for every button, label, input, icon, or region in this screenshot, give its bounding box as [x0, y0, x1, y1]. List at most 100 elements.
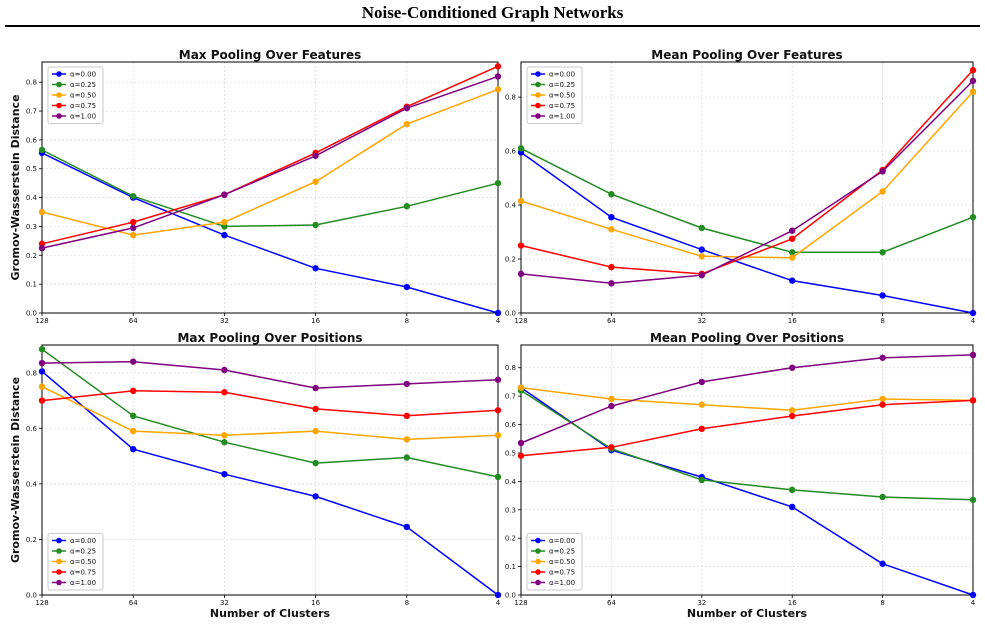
y-tick-label: 0.2: [26, 252, 37, 260]
data-point: [130, 445, 137, 453]
y-tick-label: 0.3: [26, 223, 37, 231]
data-point: [879, 395, 886, 403]
data-point: [130, 387, 137, 395]
data-point: [130, 412, 137, 420]
legend-label: α=0.00: [70, 537, 96, 545]
data-point: [494, 591, 502, 599]
x-tick-label: 16: [311, 317, 320, 325]
legend-swatch-marker: [535, 92, 541, 98]
data-point: [221, 389, 228, 396]
chart-panel-1: Max Pooling Over Features 128 64 32 16 8 4 0.0 0…: [9, 48, 502, 325]
data-point: [789, 235, 796, 242]
data-point: [789, 254, 796, 261]
page-title: Noise-Conditioned Graph Networks: [361, 3, 624, 22]
data-point: [403, 120, 410, 128]
legend-label: α=1.00: [549, 113, 575, 121]
chart-title: Mean Pooling Over Features: [651, 48, 842, 62]
data-point: [789, 227, 796, 234]
data-point: [698, 401, 705, 408]
x-tick-label: 4: [971, 317, 976, 325]
legend-label: α=1.00: [70, 113, 96, 121]
data-point: [494, 63, 502, 70]
data-point: [403, 454, 410, 461]
y-tick-label: 0.7: [26, 108, 37, 116]
legend-label: α=0.00: [549, 71, 575, 79]
legend: α=0.00 α=0.25 α=0.50 α=0.75 α=1.00: [526, 533, 583, 591]
series-line: [520, 147, 974, 254]
series-4: [38, 358, 502, 392]
y-tick-label: 0.0: [26, 592, 37, 600]
data-point: [517, 242, 525, 249]
data-point: [130, 192, 137, 200]
legend-label: α=0.50: [549, 92, 575, 100]
legend-box: [526, 533, 583, 591]
x-tick-label: 8: [405, 599, 409, 607]
data-point: [969, 88, 977, 95]
series-4: [517, 77, 977, 287]
series-line: [520, 389, 974, 501]
data-point: [969, 213, 977, 221]
series-line: [41, 75, 499, 249]
data-point: [789, 277, 796, 284]
data-point: [517, 270, 525, 278]
series-1: [38, 345, 502, 481]
data-point: [608, 191, 615, 198]
y-tick-label: 0.5: [505, 449, 516, 457]
legend-swatch-marker: [56, 102, 62, 109]
data-point: [517, 145, 525, 152]
data-point: [312, 459, 319, 467]
x-tick-label: 4: [496, 599, 501, 607]
data-point: [698, 425, 705, 433]
data-point: [608, 444, 615, 451]
series-line: [520, 399, 974, 457]
data-point: [494, 309, 502, 317]
y-tick-label: 0.8: [26, 79, 37, 87]
x-tick-label: 64: [129, 599, 138, 607]
data-point: [221, 218, 228, 226]
data-point: [312, 265, 319, 272]
plot-frame: [41, 61, 499, 314]
data-point: [879, 401, 886, 408]
legend-label: α=0.25: [549, 548, 575, 556]
data-point: [403, 523, 410, 531]
chart-panel-4: Mean Pooling Over Positions 128 64 32 16 8 4 0.…: [505, 331, 977, 620]
legend-swatch-marker: [535, 113, 541, 119]
data-point: [879, 249, 886, 256]
data-point: [494, 473, 502, 481]
data-point: [969, 351, 977, 359]
series-line: [520, 69, 974, 275]
data-point: [494, 73, 502, 80]
legend-swatch-marker: [56, 81, 62, 88]
chart-title: Max Pooling Over Features: [179, 48, 361, 62]
x-tick-label: 32: [220, 599, 229, 607]
y-tick-label: 0.6: [26, 425, 38, 433]
series-line: [41, 65, 499, 245]
y-tick-label: 0.6: [505, 421, 517, 429]
data-point: [608, 280, 615, 287]
x-tick-label: 16: [311, 599, 320, 607]
x-tick-label: 16: [788, 317, 797, 325]
data-point: [698, 253, 705, 260]
x-tick-label: 32: [220, 317, 229, 325]
legend-swatch-marker: [535, 102, 541, 109]
data-point: [789, 364, 796, 371]
data-point: [698, 476, 705, 484]
series-4: [517, 351, 977, 447]
series-4: [38, 73, 502, 252]
legend-swatch-marker: [535, 71, 541, 77]
legend-swatch-marker: [535, 579, 541, 586]
legend-label: α=0.25: [549, 81, 575, 89]
series-line: [41, 152, 499, 314]
data-point: [879, 354, 886, 361]
legend-label: α=1.00: [549, 579, 575, 587]
data-point: [130, 358, 137, 365]
data-point: [698, 246, 705, 253]
data-point: [221, 470, 228, 478]
data-point: [608, 395, 615, 403]
legend: α=0.00 α=0.25 α=0.50 α=0.75 α=1.00: [47, 533, 104, 591]
data-point: [698, 272, 705, 279]
series-3: [38, 387, 502, 420]
y-tick-label: 0.2: [505, 256, 516, 264]
data-point: [517, 439, 525, 447]
y-tick-label: 0.7: [505, 393, 516, 401]
